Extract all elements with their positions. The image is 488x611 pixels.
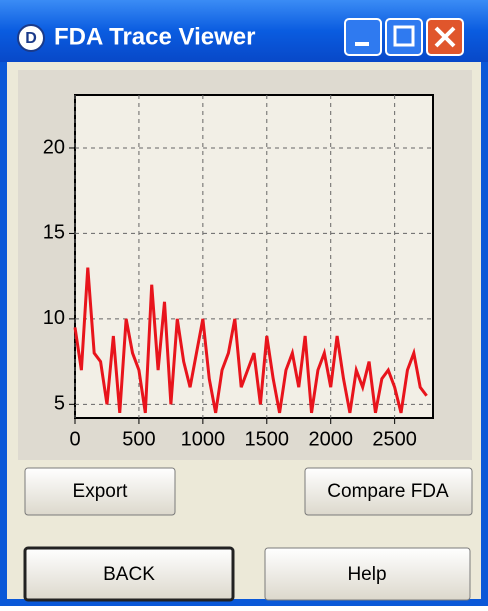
x-tick-label: 2000 (308, 428, 353, 450)
button-label: Compare FDA (327, 481, 449, 502)
chart: 5 10 15 20 0 500 1000 1500 2000 2500 (43, 95, 433, 450)
y-tick-label: 5 (54, 393, 65, 415)
export-button[interactable]: Export (24, 467, 176, 516)
back-button[interactable]: BACK (23, 546, 235, 602)
minimize-glyph (355, 42, 369, 46)
trace-line (73, 267, 428, 414)
maximize-button[interactable] (385, 18, 423, 56)
x-tick-label: 500 (122, 428, 155, 450)
button-label: Export (73, 481, 129, 502)
window-title: FDA Trace Viewer (54, 23, 255, 50)
button-face[interactable] (23, 546, 235, 602)
app-icon (17, 24, 45, 52)
button-label: Help (347, 564, 386, 585)
plot-area (74, 94, 434, 419)
y-tick-label: 10 (43, 307, 65, 329)
y-tick-label: 20 (43, 136, 65, 158)
x-tick-label: 2500 (372, 428, 417, 450)
compare-button[interactable]: Compare FDA (304, 467, 473, 516)
button-face[interactable] (304, 467, 473, 516)
button-face[interactable] (264, 547, 471, 601)
help-button[interactable]: Help (264, 547, 471, 601)
button-label: BACK (103, 564, 155, 585)
minimize-button[interactable] (344, 18, 382, 56)
close-glyph (434, 26, 456, 48)
y-tick-label: 15 (43, 222, 65, 244)
x-tick-label: 1500 (245, 428, 290, 450)
maximize-glyph (393, 25, 415, 47)
icon-label: D (25, 30, 37, 47)
button-face[interactable] (24, 467, 176, 516)
x-tick-label: 1000 (181, 428, 226, 450)
x-tick-label: 0 (69, 428, 80, 450)
